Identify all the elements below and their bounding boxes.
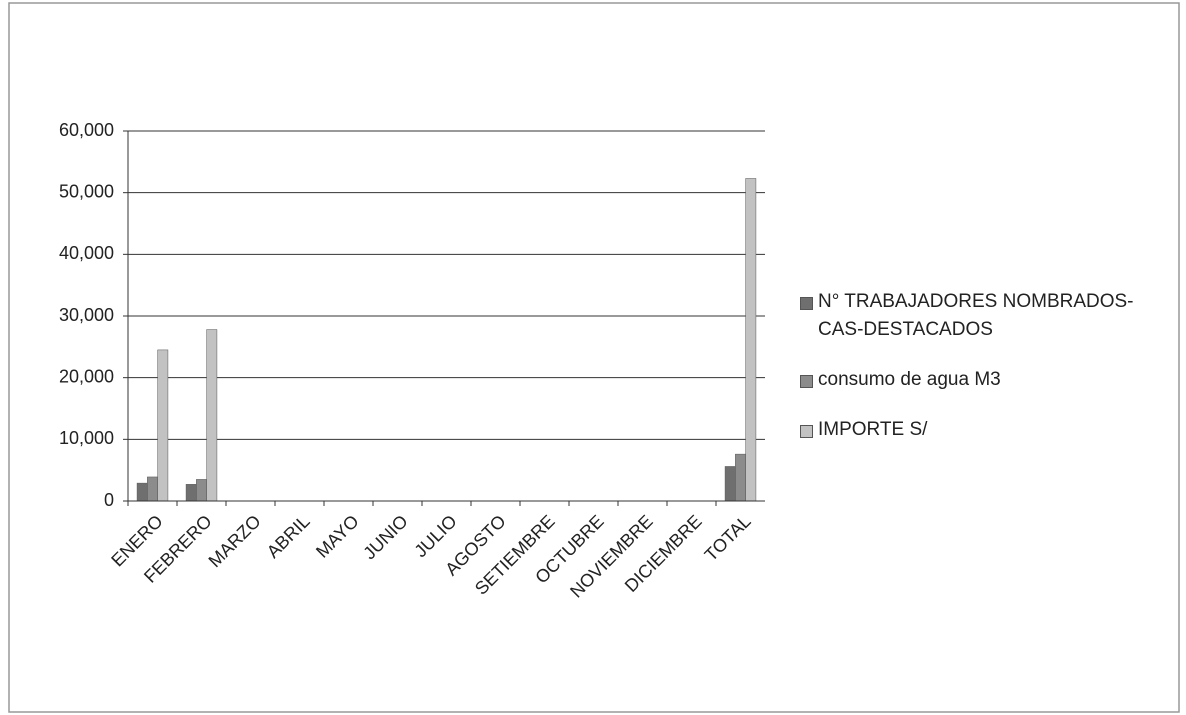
legend: N° TRABAJADORES NOMBRADOS-CAS-DESTACADOS… (800, 288, 1180, 466)
legend-swatch (800, 375, 813, 388)
x-tick-label: JUNIO (359, 511, 411, 563)
bar (157, 349, 169, 502)
legend-item: consumo de agua M3 (800, 366, 1180, 394)
y-tick-label: 20,000 (59, 366, 114, 386)
bar (136, 482, 148, 502)
bar (724, 466, 736, 502)
x-tick-label: ABRIL (263, 511, 314, 562)
legend-item: IMPORTE S/ (800, 416, 1180, 444)
chart-frame (8, 2, 1180, 713)
legend-item: N° TRABAJADORES NOMBRADOS-CAS-DESTACADOS (800, 288, 1180, 344)
bar (147, 476, 158, 502)
bar (745, 178, 757, 502)
legend-label: N° TRABAJADORES NOMBRADOS-CAS-DESTACADOS (818, 291, 1134, 340)
legend-swatch (800, 297, 813, 310)
bar (185, 484, 197, 502)
bar (735, 453, 746, 502)
legend-label: consumo de agua M3 (818, 369, 1001, 390)
bar (206, 329, 218, 502)
x-tick-label: TOTAL (701, 511, 755, 565)
y-tick-label: 60,000 (59, 120, 114, 140)
y-tick-label: 0 (104, 490, 114, 510)
y-tick-label: 10,000 (59, 428, 114, 448)
bar (196, 479, 207, 502)
x-tick-label: MARZO (205, 511, 265, 571)
legend-swatch (800, 425, 813, 438)
y-tick-label: 50,000 (59, 181, 114, 201)
legend-label: IMPORTE S/ (818, 419, 928, 440)
x-tick-label: MAYO (312, 511, 363, 562)
y-tick-label: 40,000 (59, 243, 114, 263)
y-tick-label: 30,000 (59, 305, 114, 325)
